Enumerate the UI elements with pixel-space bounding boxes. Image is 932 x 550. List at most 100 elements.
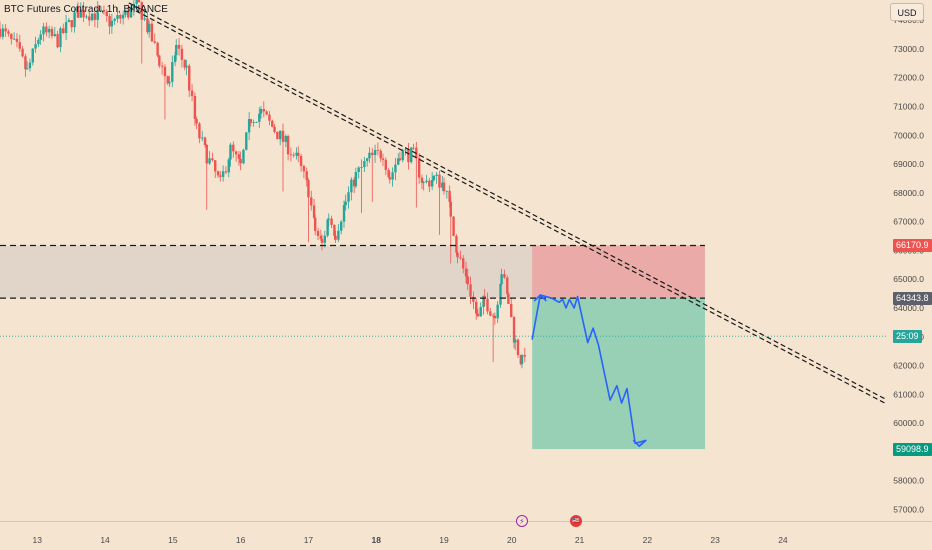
candle-body	[314, 217, 317, 231]
candle-body	[249, 119, 253, 123]
candle-body	[482, 295, 485, 307]
lightning-icon[interactable]: ⚡	[515, 515, 528, 527]
candle-body	[121, 14, 125, 19]
candle-body	[496, 304, 499, 319]
candle-body	[183, 59, 186, 68]
time-axis-tick: 20	[507, 535, 517, 545]
stop-loss-zone	[532, 245, 705, 299]
candle-body	[166, 76, 169, 84]
candle-body	[352, 179, 356, 187]
candle-body	[404, 149, 407, 151]
candle-body	[79, 9, 82, 18]
candle-body	[37, 39, 40, 45]
candle-body	[137, 0, 141, 3]
candle-body	[127, 10, 130, 18]
candle-body	[449, 201, 452, 217]
candle-body	[177, 44, 181, 49]
supply-zone	[0, 245, 533, 299]
price-axis-tick: 71000.0	[893, 102, 924, 112]
candle-body	[135, 0, 138, 4]
candle-body	[445, 190, 449, 192]
candle-body	[316, 230, 320, 236]
time-axis-tick: 24	[778, 535, 788, 545]
price-axis-tick: 60000.0	[893, 418, 924, 428]
candle-body	[59, 28, 62, 48]
candle-body	[1, 28, 5, 37]
candle-body	[90, 13, 94, 21]
candle-body	[435, 174, 438, 176]
candle-body	[394, 164, 397, 173]
candle-body	[259, 109, 263, 114]
candle-body	[339, 221, 343, 231]
candle-body	[474, 301, 478, 314]
candle-body	[278, 130, 282, 140]
candle-body	[265, 111, 268, 115]
candle-body	[203, 137, 207, 146]
candle-body	[442, 182, 446, 192]
candle-body	[171, 62, 174, 82]
candle-body	[21, 48, 24, 57]
candle-body	[47, 28, 51, 33]
price-axis-tick: 67000.0	[893, 217, 924, 227]
projection-arrow-up	[533, 293, 547, 302]
candle-body	[185, 65, 188, 68]
candle-body	[188, 65, 191, 91]
candle-body	[173, 55, 177, 63]
candle-body	[376, 150, 380, 151]
candle-body	[76, 6, 80, 18]
us-flag-icon[interactable]: 🇺🇸	[570, 515, 583, 527]
candle-body	[342, 205, 346, 222]
candle-body	[70, 20, 73, 28]
candle-body	[132, 3, 136, 9]
candle-body	[258, 113, 261, 122]
candle-body	[28, 62, 32, 69]
candle-body	[273, 126, 276, 132]
candle-body	[417, 158, 421, 178]
candle-body	[350, 179, 353, 193]
candle-body	[124, 10, 127, 15]
candle-body	[281, 130, 285, 142]
candle-body	[360, 167, 363, 168]
candle-body	[299, 156, 303, 167]
time-axis-tick: 23	[710, 535, 720, 545]
candle-body	[410, 147, 413, 163]
candle-body	[438, 174, 441, 188]
candle-body	[252, 122, 255, 123]
take-profit-price-tag: 59098.9	[893, 442, 932, 456]
candle-body	[391, 172, 394, 180]
candle-body	[193, 95, 197, 119]
candle-body	[286, 135, 290, 155]
candle-body	[0, 28, 2, 37]
candle-body	[201, 137, 204, 139]
candle-body	[156, 42, 159, 56]
candle-body	[384, 159, 388, 171]
chart-overlays	[0, 2, 888, 448]
projection-arrow-down	[632, 439, 646, 448]
candle-body	[10, 33, 13, 40]
candle-body	[180, 48, 184, 60]
candle-body	[271, 120, 274, 127]
candle-body	[255, 121, 258, 123]
candle-body	[432, 175, 436, 181]
candle-body	[147, 23, 151, 33]
symbol-title: BTC Futures Contract, 1h, BINANCE	[4, 4, 168, 15]
candle-body	[500, 274, 503, 285]
candle-body	[320, 238, 324, 243]
candle-body	[119, 15, 122, 19]
candle-body	[323, 235, 327, 243]
candle-body	[412, 147, 415, 149]
candle-body	[208, 158, 211, 164]
candle-body	[476, 313, 480, 317]
candle-body	[398, 158, 402, 161]
time-axis-tick: 18	[371, 535, 381, 545]
candle-body	[113, 18, 116, 21]
candle-body	[268, 114, 271, 121]
candle-body	[150, 23, 154, 42]
candle-body	[499, 284, 502, 305]
candle-body	[422, 182, 425, 183]
candle-body	[97, 8, 100, 11]
candle-body	[42, 26, 45, 35]
candle-body	[227, 159, 230, 173]
currency-button[interactable]: USD	[890, 3, 924, 21]
